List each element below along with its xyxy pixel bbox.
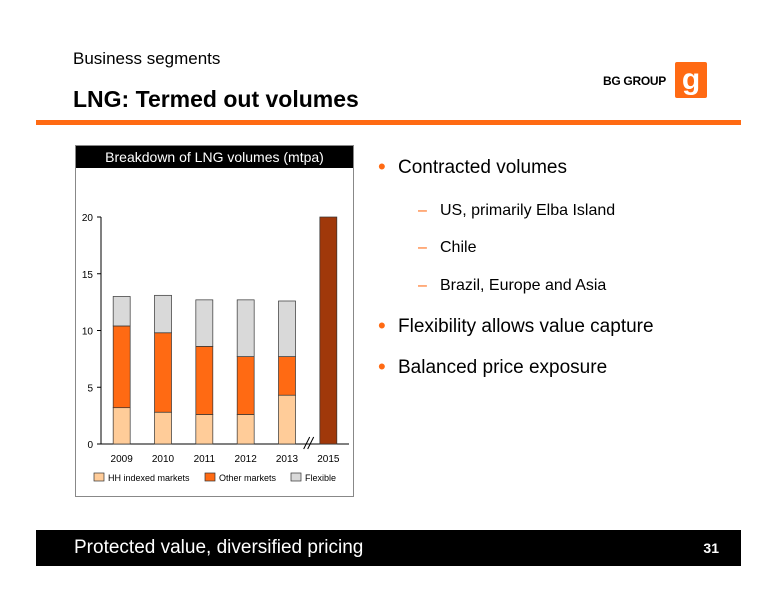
bar-total-2015 xyxy=(319,216,338,445)
legend-swatch xyxy=(93,472,105,482)
title-rule xyxy=(36,120,741,125)
chart-panel: Breakdown of LNG volumes (mtpa) 0 5 10 15 20… xyxy=(75,145,354,497)
bar-segment xyxy=(154,332,172,413)
dash-icon: – xyxy=(418,202,427,219)
y-tick-label: 10 xyxy=(82,327,94,338)
chart-svg: 0 5 10 15 20 2009 2010 2011 2012 2013 2015 HH index… xyxy=(82,213,349,483)
bullet-dot-icon: • xyxy=(378,313,386,338)
chart-title: Breakdown of LNG volumes (mtpa) xyxy=(76,146,353,168)
legend-label: HH indexed markets xyxy=(108,473,190,483)
x-tick-label: 2012 xyxy=(235,454,258,465)
legend-label: Flexible xyxy=(305,473,336,483)
x-tick-label: 2010 xyxy=(152,454,175,465)
footer-bar: Protected value, diversified pricing 31 xyxy=(36,530,741,566)
x-tick-label: 2011 xyxy=(194,454,216,465)
bar-segment xyxy=(112,407,131,445)
bullet-dot-icon: • xyxy=(378,154,386,179)
bullet-dot-icon: • xyxy=(378,354,386,379)
footer-tagline: Protected value, diversified pricing xyxy=(74,537,364,558)
bar-segment xyxy=(195,346,214,415)
bullet-text: Balanced price exposure xyxy=(398,357,608,378)
slide-title: LNG: Termed out volumes xyxy=(73,86,359,112)
y-tick-label: 5 xyxy=(87,383,93,394)
svg-text:g: g xyxy=(682,63,700,96)
bullet-text: Contracted volumes xyxy=(398,157,567,178)
axis-break-mark xyxy=(303,436,311,450)
logo-text: BG GROUP xyxy=(603,74,666,88)
sub-bullet-text: Chile xyxy=(440,239,477,256)
bar-segment xyxy=(195,414,214,445)
legend-swatch xyxy=(204,472,216,482)
legend-swatch xyxy=(290,472,302,482)
y-tick-label: 0 xyxy=(87,440,93,451)
bar-segment xyxy=(112,325,131,409)
legend-label: Other markets xyxy=(219,473,277,483)
y-tick-label: 20 xyxy=(82,213,94,224)
bullet-text: Flexibility allows value capture xyxy=(398,316,654,337)
x-tick-label: 2013 xyxy=(276,454,299,465)
bar-segment xyxy=(236,356,255,415)
bar-segment xyxy=(195,299,214,347)
sub-bullet-text: Brazil, Europe and Asia xyxy=(440,277,607,294)
bar-segment xyxy=(154,294,172,334)
y-tick-label: 15 xyxy=(82,270,94,281)
logo-mark-icon: g xyxy=(675,62,707,98)
x-tick-label: 2009 xyxy=(111,454,134,465)
bar-segment xyxy=(236,414,255,445)
sub-bullet-text: US, primarily Elba Island xyxy=(440,202,616,219)
bar-segment xyxy=(154,411,172,445)
dash-icon: – xyxy=(418,277,427,294)
axis-break-mark xyxy=(307,436,315,450)
bar-segment xyxy=(112,296,131,327)
x-tick-label: 2015 xyxy=(317,454,340,465)
dash-icon: – xyxy=(418,239,427,256)
bg-group-logo: BG GROUP g xyxy=(603,62,709,102)
bar-segment xyxy=(278,300,296,357)
bar-segment xyxy=(278,394,296,445)
bar-segment xyxy=(278,356,296,396)
bar-segment xyxy=(236,299,255,357)
section-supertitle: Business segments xyxy=(73,49,221,68)
page-number: 31 xyxy=(703,540,719,556)
